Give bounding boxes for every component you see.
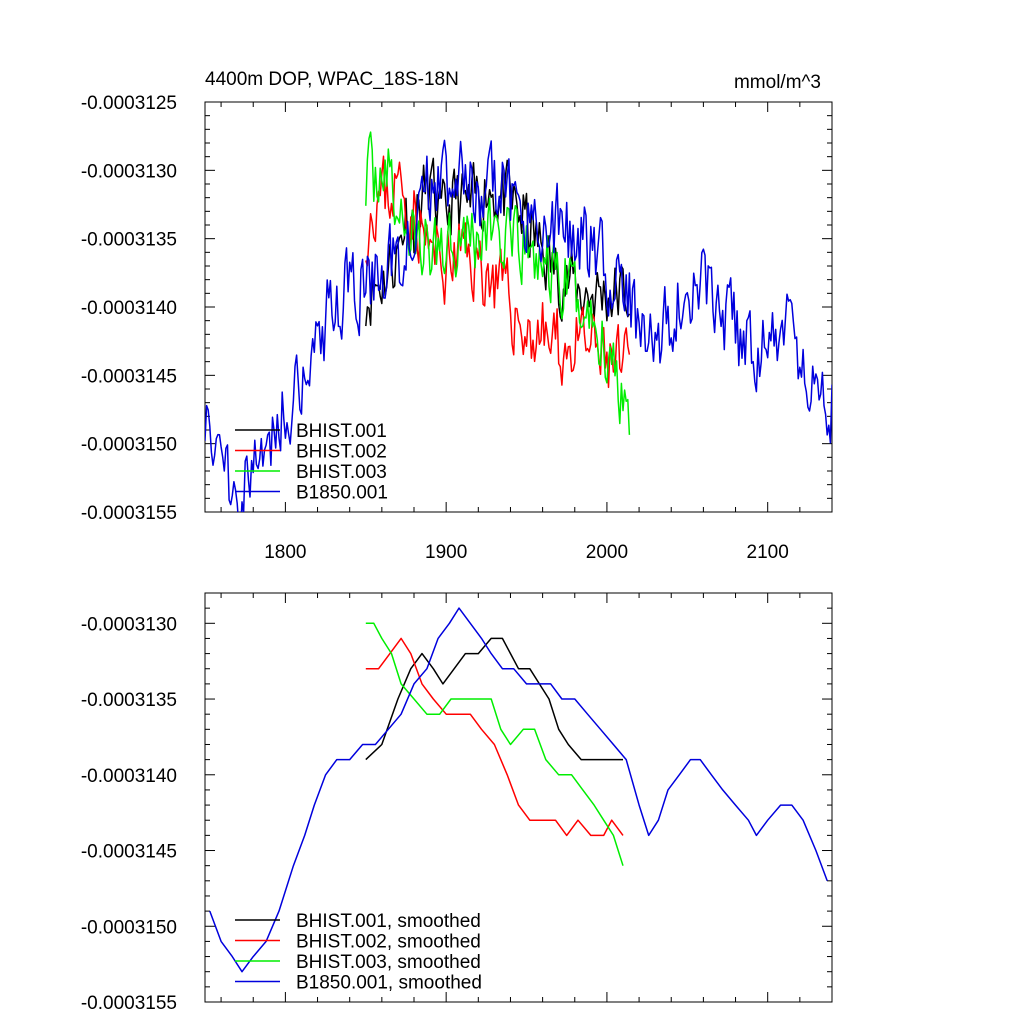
units-label: mmol/m^3: [734, 72, 821, 93]
bottom-y-tick-label: -0.0003135: [81, 690, 177, 711]
bottom-legend-label: B1850.001, smoothed: [296, 973, 482, 994]
bottom-y-tick-label: -0.0003130: [81, 614, 177, 635]
top-chart: 1800 1900 2000 2100 -0.0003125 -0.0003130 -0.0…: [81, 93, 833, 563]
top-x-tick-label: 1900: [425, 542, 467, 563]
top-series-line-4: [205, 139, 832, 512]
top-legend-label: BHIST.001: [296, 421, 387, 442]
bottom-plot-frame: [204, 592, 833, 1003]
bottom-legend-label: BHIST.002, smoothed: [296, 932, 481, 953]
top-series-line-2: [365, 155, 631, 389]
top-series-group: [205, 131, 832, 512]
top-y-tick-label: -0.0003135: [81, 230, 177, 251]
top-x-tick-label: 2100: [747, 542, 789, 563]
bottom-series-line-2: [365, 637, 624, 837]
bottom-y-tick-label: -0.0003150: [81, 917, 177, 938]
bottom-y-tick-label: -0.0003140: [81, 766, 177, 787]
bottom-series-line-3: [365, 622, 624, 866]
top-legend-label: BHIST.003: [296, 462, 387, 483]
top-legend-label: B1850.001: [296, 483, 388, 504]
top-y-tick-label: -0.0003145: [81, 366, 177, 387]
top-x-tick-label: 2000: [586, 542, 628, 563]
top-y-tick-label: -0.0003125: [81, 93, 177, 114]
bottom-series-group: [209, 607, 828, 973]
bottom-y-tick-label: -0.0003155: [81, 993, 177, 1014]
top-legend-label: BHIST.002: [296, 442, 387, 463]
bottom-legend-label: BHIST.001, smoothed: [296, 911, 481, 932]
top-y-tick-label: -0.0003140: [81, 298, 177, 319]
bottom-chart: -0.0003130 -0.0003135 -0.0003140 -0.0003145…: [81, 592, 833, 1014]
bottom-series-line-1: [365, 637, 623, 761]
chart-title: 4400m DOP, WPAC_18S-18N: [205, 69, 459, 90]
top-y-tick-label: -0.0003130: [81, 161, 177, 182]
top-y-tick-label: -0.0003150: [81, 435, 177, 456]
top-x-tick-label: 1800: [264, 542, 306, 563]
top-y-tick-label: -0.0003155: [81, 503, 177, 524]
bottom-legend-label: BHIST.003, smoothed: [296, 952, 481, 973]
bottom-series-line-4: [209, 607, 828, 973]
bottom-y-tick-label: -0.0003145: [81, 842, 177, 863]
